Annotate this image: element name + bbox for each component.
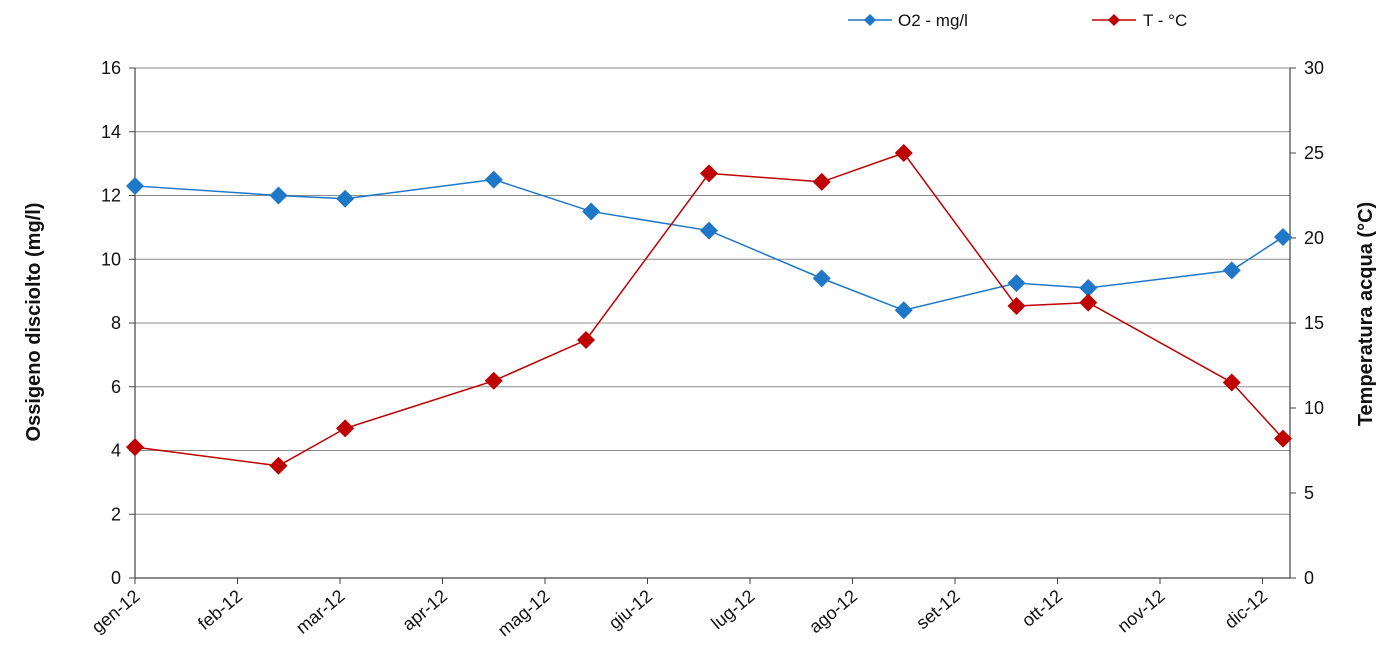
data-point [1079,278,1098,297]
x-tick-label: lug-12 [707,586,758,633]
data-point [700,164,718,183]
data-point [1007,297,1026,315]
left-y-tick-label: 16 [101,58,121,78]
x-tick-label: dic-12 [1221,586,1271,633]
series-line [134,178,1284,312]
data-point [1079,293,1098,312]
series-line [134,152,1284,467]
right-y-tick-labels: 0 5 10 15 20 25 30 [1304,58,1324,588]
left-y-tick-labels: 0 2 4 6 8 10 12 14 16 [101,58,121,588]
data-point [894,144,913,162]
data-point [700,221,718,240]
data-point [126,176,144,195]
data-point [577,331,595,349]
x-tick-label: ago-12 [805,586,861,637]
left-y-tick-label: 6 [111,377,121,397]
data-point [269,456,288,475]
x-tick-label: giu-12 [605,586,656,633]
data-point [1007,274,1026,293]
axes [129,67,1296,584]
data-point [336,189,355,208]
right-y-tick-label: 5 [1304,483,1314,503]
right-y-axis-title: Temperatura acqua (°C) [1355,202,1377,426]
series-o2 [126,170,1292,320]
data-point [484,170,503,189]
legend-marker-temperature [1108,14,1120,26]
data-point [1222,373,1241,392]
right-y-tick-label: 10 [1304,398,1324,418]
x-tick-label: mar-12 [292,586,349,638]
data-point [336,419,355,438]
data-point [126,438,144,457]
data-point [812,269,831,288]
right-y-tick-label: 0 [1304,568,1314,588]
data-point [582,202,601,221]
data-point [1274,227,1292,246]
left-y-tick-label: 8 [111,313,121,333]
right-y-tick-label: 15 [1304,313,1324,333]
left-y-tick-label: 10 [101,249,121,269]
gridlines [135,67,1290,515]
right-y-tick-label: 25 [1304,143,1324,163]
left-y-tick-label: 0 [111,568,121,588]
data-point [1274,429,1292,448]
x-tick-label: apr-12 [398,586,451,635]
left-y-tick-label: 2 [111,504,121,524]
right-y-tick-label: 30 [1304,58,1324,78]
legend-marker-o2 [864,14,876,26]
x-tick-label: ott-12 [1018,586,1066,631]
series-temperature [126,144,1292,475]
x-tick-label: set-12 [912,586,963,633]
data-point [1222,261,1241,280]
series-layer [126,144,1292,475]
data-point [894,301,913,320]
x-tick-label: mag-12 [494,586,554,641]
legend-item-temperature: T - °C [1092,11,1187,30]
left-y-axis-title: Ossigeno disciolto (mg/l) [23,203,45,442]
x-tick-label: feb-12 [194,586,246,634]
x-tick-labels: gen-12 feb-12 mar-12 apr-12 mag-12 giu-12 lug-… [88,586,1271,641]
legend-item-o2: O2 - mg/l [848,11,968,30]
left-y-tick-label: 12 [101,186,121,206]
data-point [269,186,288,205]
x-tick-label: nov-12 [1114,586,1169,637]
legend-label-o2: O2 - mg/l [898,11,968,30]
x-tick-label: gen-12 [88,586,144,637]
data-point [484,371,503,390]
legend: O2 - mg/l T - °C [848,11,1187,30]
right-y-tick-label: 20 [1304,228,1324,248]
legend-label-temperature: T - °C [1143,11,1187,30]
left-y-tick-label: 4 [111,441,121,461]
left-y-tick-label: 14 [101,122,121,142]
data-point [812,172,831,191]
